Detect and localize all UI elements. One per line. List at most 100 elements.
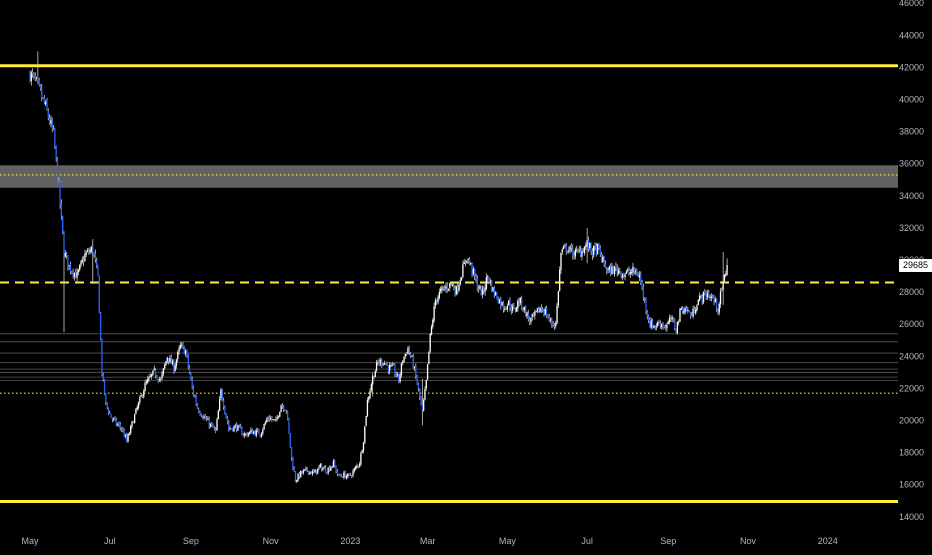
candle-up bbox=[217, 410, 219, 420]
candle-up bbox=[303, 469, 306, 471]
candle-up bbox=[630, 272, 633, 274]
candle-up bbox=[276, 417, 278, 419]
y-axis: 14000 16000 18000 20000 22000 24000 26000 28000… bbox=[899, 0, 924, 522]
candle-up bbox=[706, 293, 709, 298]
candle-up bbox=[438, 292, 441, 298]
candle-down bbox=[496, 292, 498, 299]
candle-up bbox=[267, 418, 269, 420]
candle-up bbox=[535, 311, 537, 312]
candle-down bbox=[298, 473, 301, 478]
last-price-label: 29685 bbox=[899, 258, 932, 272]
candle-down bbox=[123, 430, 125, 437]
candle-up bbox=[64, 252, 66, 257]
candle-up bbox=[164, 364, 166, 369]
candle-down bbox=[284, 410, 286, 412]
candle-up bbox=[305, 468, 307, 470]
candle-up bbox=[266, 419, 268, 422]
candle-up bbox=[404, 353, 406, 357]
candle-up bbox=[165, 361, 167, 366]
candle-up bbox=[79, 265, 81, 271]
candle-up bbox=[629, 272, 631, 275]
candle-down bbox=[289, 433, 291, 448]
candle-down bbox=[340, 475, 342, 477]
candle-up bbox=[143, 390, 145, 397]
candle-up bbox=[625, 271, 628, 274]
candle-up bbox=[568, 250, 570, 252]
candle-down bbox=[387, 365, 389, 372]
candle-up bbox=[365, 416, 367, 426]
candle-up bbox=[709, 296, 711, 298]
candle-up bbox=[89, 250, 91, 253]
candle-down bbox=[664, 327, 667, 330]
candle-up bbox=[576, 249, 578, 251]
candle-up bbox=[396, 373, 399, 376]
candle-up bbox=[263, 424, 265, 430]
candle-down bbox=[107, 408, 110, 414]
candle-up bbox=[399, 374, 401, 382]
candle-down bbox=[75, 272, 77, 279]
candle-up bbox=[407, 347, 409, 355]
candle-down bbox=[532, 313, 535, 316]
candle-down bbox=[420, 397, 422, 405]
candle-down bbox=[194, 395, 196, 398]
candle-down bbox=[421, 403, 423, 411]
candle-down bbox=[394, 365, 396, 375]
candle-down bbox=[101, 339, 103, 375]
candle-up bbox=[426, 364, 429, 380]
candle-up bbox=[449, 282, 451, 289]
candle-down bbox=[228, 422, 230, 429]
candle-down bbox=[543, 311, 545, 315]
candle-down bbox=[99, 312, 102, 340]
candle-down bbox=[69, 264, 72, 272]
candle-up bbox=[463, 262, 465, 265]
candle-down bbox=[689, 312, 692, 317]
candle-up bbox=[697, 299, 699, 305]
candle-down bbox=[238, 425, 240, 427]
candle-up bbox=[725, 274, 727, 276]
candle-up bbox=[666, 324, 668, 329]
candle-up bbox=[391, 364, 393, 366]
candle-up bbox=[218, 398, 221, 411]
candle-up bbox=[300, 470, 302, 478]
candle-down bbox=[273, 419, 276, 420]
candle-up bbox=[678, 321, 680, 323]
candle-down bbox=[292, 458, 294, 469]
candle-up bbox=[311, 471, 314, 474]
candle-up bbox=[451, 284, 454, 286]
candle-down bbox=[294, 472, 297, 482]
candle-down bbox=[502, 302, 505, 310]
candle-up bbox=[611, 266, 613, 275]
candle-up bbox=[722, 280, 724, 290]
candle-down bbox=[315, 470, 318, 474]
candle-up bbox=[596, 243, 599, 255]
candle-down bbox=[120, 428, 123, 430]
candle-up bbox=[161, 373, 163, 379]
candle-down bbox=[212, 424, 214, 428]
candle-up bbox=[150, 374, 153, 377]
candle-up bbox=[323, 467, 325, 469]
candle-up bbox=[184, 350, 187, 354]
candle-down bbox=[313, 470, 315, 473]
candle-up bbox=[139, 396, 141, 403]
candle-up bbox=[402, 361, 404, 364]
candle-up bbox=[302, 470, 304, 473]
candle-down bbox=[348, 473, 350, 475]
candle-down bbox=[62, 215, 64, 234]
candle-up bbox=[484, 287, 486, 292]
candle-up bbox=[617, 269, 620, 274]
candle-down bbox=[412, 356, 414, 368]
candle-up bbox=[702, 291, 705, 303]
candle-up bbox=[714, 299, 716, 302]
candle-down bbox=[31, 72, 34, 74]
candle-up bbox=[362, 442, 365, 451]
candle-up bbox=[526, 312, 528, 317]
candle-down bbox=[334, 461, 336, 467]
candle-up bbox=[607, 269, 609, 271]
candle-down bbox=[256, 430, 259, 431]
candle-down bbox=[637, 275, 639, 277]
candle-down bbox=[47, 110, 49, 118]
candle-down bbox=[290, 447, 293, 459]
candle-up bbox=[80, 261, 82, 265]
